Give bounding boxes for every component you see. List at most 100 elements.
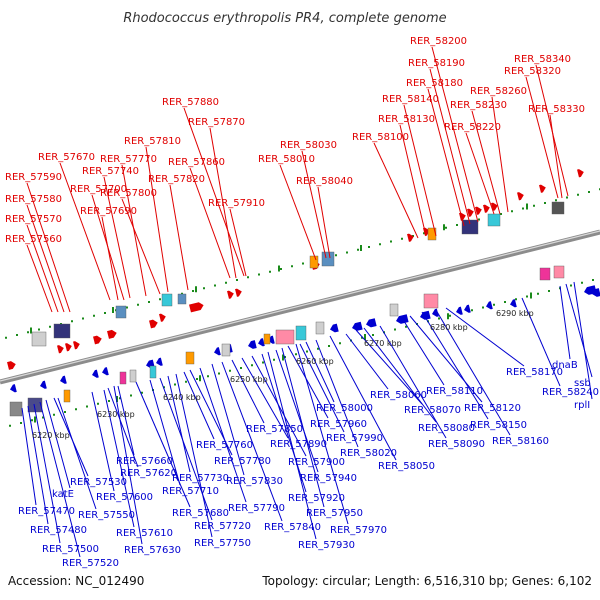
gene-label-RER_58200: RER_58200: [410, 36, 467, 47]
label-leader: [535, 64, 569, 197]
scale-label: 6230 kbp: [97, 410, 135, 419]
gene-label-RER_57840: RER_57840: [264, 522, 321, 533]
gene-arrow: [189, 302, 204, 313]
tick-mark: [295, 353, 297, 356]
gene-label-RER_57590: RER_57590: [5, 172, 62, 183]
gene-label-RER_57600: RER_57600: [96, 492, 153, 503]
feature-box: [161, 293, 173, 307]
label-leader: [229, 208, 247, 277]
gene-label-RER_58230: RER_58230: [450, 100, 507, 111]
label-leader: [573, 281, 593, 400]
feature-box: [321, 251, 335, 267]
feature-box: [129, 369, 137, 383]
tick-mark: [346, 251, 348, 254]
feature-box: [115, 305, 127, 319]
label-leader: [275, 349, 319, 473]
label-leader: [427, 88, 465, 227]
tick-mark: [284, 356, 286, 358]
tick-mark: [86, 405, 88, 408]
gene-arrow: [149, 319, 158, 329]
label-leader: [103, 389, 135, 528]
tick-mark: [42, 416, 44, 419]
label-leader: [101, 216, 119, 301]
label-leader: [91, 391, 115, 492]
label-leader: [103, 176, 131, 299]
major-tick: [447, 313, 449, 320]
gene-arrow: [258, 338, 265, 347]
gene-label-RER_57570: RER_57570: [5, 214, 62, 225]
label-leader: [355, 329, 423, 405]
tick-mark: [581, 281, 583, 284]
tick-mark: [93, 314, 95, 317]
label-leader: [107, 387, 139, 468]
gene-label-RER_57730: RER_57730: [172, 473, 229, 484]
gene-label-RER_58110: RER_58110: [426, 386, 483, 397]
gene-arrow: [407, 233, 414, 242]
label-leader: [429, 68, 471, 225]
label-leader: [315, 339, 359, 448]
gene-label-RER_58050: RER_58050: [378, 461, 435, 472]
gene-label-RER_57770: RER_57770: [100, 154, 157, 165]
label-leader: [57, 397, 97, 510]
label-leader: [199, 367, 247, 503]
gene-label-RER_57480: RER_57480: [30, 525, 87, 536]
tick-mark: [185, 380, 187, 383]
tick-mark: [108, 400, 110, 402]
gene-label-RER_58060: RER_58060: [370, 390, 427, 401]
label-leader: [299, 343, 345, 433]
tick-mark: [328, 345, 330, 347]
feature-box: [263, 333, 271, 345]
label-leader: [175, 373, 213, 538]
tick-mark: [394, 328, 396, 331]
tick-mark: [515, 298, 517, 301]
label-leader: [33, 403, 61, 544]
gene-label-RER_58320: RER_58320: [504, 66, 561, 77]
gene-features: [7, 169, 600, 417]
tick-mark: [148, 301, 150, 303]
tick-mark: [203, 287, 205, 290]
label-leader: [525, 76, 559, 199]
gene-arrow: [159, 313, 166, 322]
major-tick: [364, 334, 366, 340]
gene-arrow: [73, 341, 80, 350]
tick-mark: [207, 375, 209, 378]
label-leader: [167, 375, 191, 473]
gene-arrow: [483, 204, 490, 213]
tick-mark: [449, 314, 451, 317]
gene-arrow: [510, 299, 517, 308]
tick-mark: [262, 361, 264, 364]
label-leader: [559, 285, 571, 360]
feature-box: [551, 201, 565, 215]
label-leader: [135, 381, 191, 508]
gene-label-RER_57800: RER_57800: [100, 188, 157, 199]
tick-mark: [500, 213, 502, 215]
gene-arrow: [464, 304, 471, 313]
gene-label-RER_58160: RER_58160: [492, 436, 549, 447]
tick-mark: [137, 303, 139, 306]
major-tick: [360, 245, 362, 251]
label-leader: [279, 164, 317, 261]
gene-label-RER_58180: RER_58180: [406, 78, 463, 89]
gene-label-RER_57890: RER_57890: [270, 439, 327, 450]
gene-label-RER_58330: RER_58330: [528, 104, 585, 115]
gene-arrow: [486, 301, 493, 310]
label-leader-lines: [21, 46, 593, 558]
tick-mark: [291, 265, 293, 268]
tick-mark: [9, 424, 11, 427]
gene-label-RER_58140: RER_58140: [382, 94, 439, 105]
gene-label-RER_58150: RER_58150: [470, 420, 527, 431]
gene-label-RER_57750: RER_57750: [194, 538, 251, 549]
gene-arrow: [577, 169, 584, 178]
tick-mark: [401, 237, 403, 240]
tick-mark: [141, 391, 143, 394]
gene-label-RER_57940: RER_57940: [300, 473, 357, 484]
major-tick: [34, 416, 36, 423]
gene-arrow: [92, 369, 99, 378]
tick-mark: [533, 204, 535, 207]
gene-label-RER_58030: RER_58030: [280, 140, 337, 151]
gene-label-RER_58040: RER_58040: [296, 176, 353, 187]
gene-label-RER_57520: RER_57520: [62, 558, 119, 569]
label-leader: [549, 114, 563, 199]
tick-mark: [544, 202, 546, 204]
tick-mark: [104, 312, 106, 314]
